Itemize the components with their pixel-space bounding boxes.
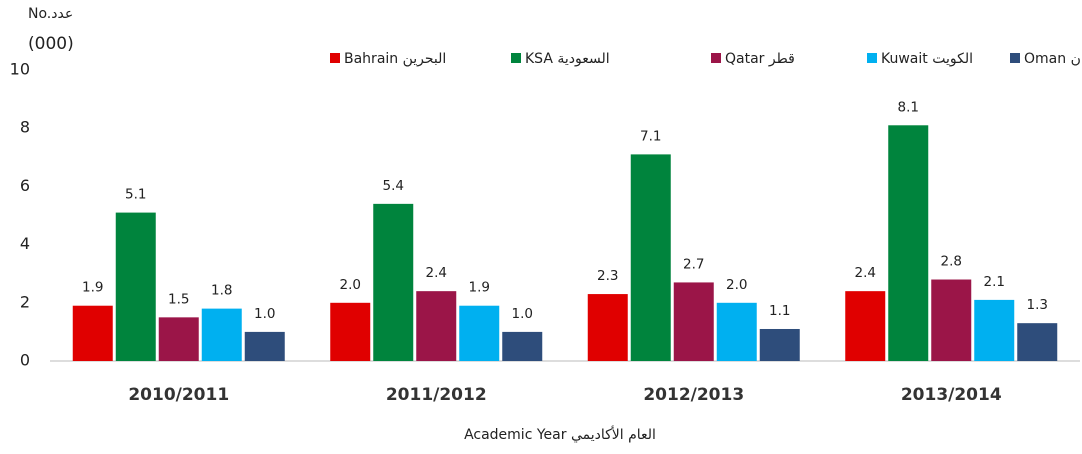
value-label: 1.3 (1027, 297, 1048, 313)
x-axis-label: Academic Year العام الأكاديمي (464, 425, 656, 443)
value-label: 2.4 (426, 265, 447, 281)
bar (416, 291, 457, 361)
legend-swatch (867, 53, 877, 63)
y-axis-label: No.عدد (28, 6, 73, 22)
bar (459, 305, 500, 361)
value-label: 2.3 (597, 268, 618, 284)
bar (931, 279, 972, 361)
bar (158, 317, 199, 361)
bar (888, 125, 929, 361)
value-label: 5.4 (383, 178, 404, 194)
value-label: 1.0 (254, 306, 275, 322)
legend-swatch (711, 53, 721, 63)
value-label: 2.1 (984, 274, 1005, 290)
bar (72, 305, 113, 361)
value-label: 8.1 (898, 99, 919, 115)
bar (845, 291, 886, 361)
value-label: 2.0 (340, 277, 361, 293)
value-label: 2.4 (855, 265, 876, 281)
bar (759, 328, 800, 361)
bar (974, 299, 1015, 361)
bar (201, 308, 242, 361)
legend-label: Kuwait الكويت (881, 51, 973, 67)
y-tick-label: 0 (20, 351, 30, 370)
value-label: 2.0 (726, 277, 747, 293)
legend-swatch (1010, 53, 1020, 63)
bar (587, 294, 628, 361)
x-tick-label: 2013/2014 (901, 385, 1002, 405)
y-tick-label: 10 (10, 60, 30, 79)
legend-label: Qatar قطر (725, 51, 795, 67)
value-label: 1.5 (168, 291, 189, 307)
value-label: 2.8 (941, 254, 962, 270)
bar (630, 154, 671, 361)
value-label: 2.7 (683, 256, 704, 272)
value-label: 1.1 (769, 303, 790, 319)
y-tick-label: 4 (20, 234, 30, 253)
bar (330, 302, 371, 361)
value-label: 1.9 (82, 280, 103, 296)
x-tick-label: 2012/2013 (643, 385, 744, 405)
y-axis-label: (000) (28, 34, 74, 54)
value-label: 7.1 (640, 128, 661, 144)
x-tick-label: 2011/2012 (386, 385, 487, 405)
value-label: 5.1 (125, 187, 146, 203)
legend-label: Bahrain البحرين (344, 51, 446, 67)
value-label: 1.9 (469, 280, 490, 296)
bar (673, 282, 714, 361)
bar (1017, 323, 1058, 361)
y-tick-label: 2 (20, 292, 30, 311)
y-tick-label: 8 (20, 118, 30, 137)
bar (244, 331, 285, 361)
value-label: 1.8 (211, 283, 232, 299)
value-label: 1.0 (512, 306, 533, 322)
bar (716, 302, 757, 361)
bar (502, 331, 543, 361)
legend-swatch (511, 53, 521, 63)
bar (115, 212, 156, 361)
bar (373, 203, 414, 361)
y-tick-label: 6 (20, 176, 30, 195)
legend-label: Oman عمان (1024, 51, 1082, 67)
legend-label: KSA السعودية (525, 51, 610, 67)
x-tick-label: 2010/2011 (128, 385, 229, 405)
legend-swatch (330, 53, 340, 63)
